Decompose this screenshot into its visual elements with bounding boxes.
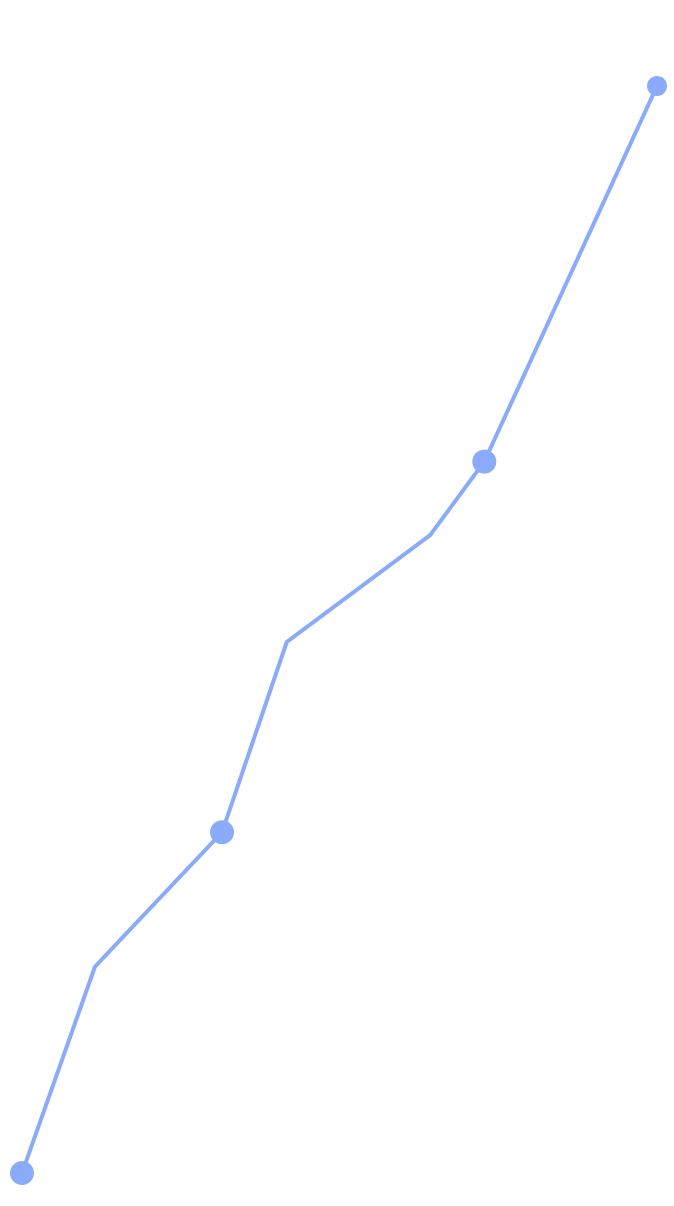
- series-group: [10, 76, 667, 1186]
- data-point-marker: [472, 449, 497, 474]
- gridlines: [0, 85, 674, 1176]
- data-point-marker: [10, 1161, 34, 1186]
- data-point-marker: [210, 820, 235, 845]
- data-point-marker: [647, 76, 667, 96]
- series-line: [20, 85, 659, 1174]
